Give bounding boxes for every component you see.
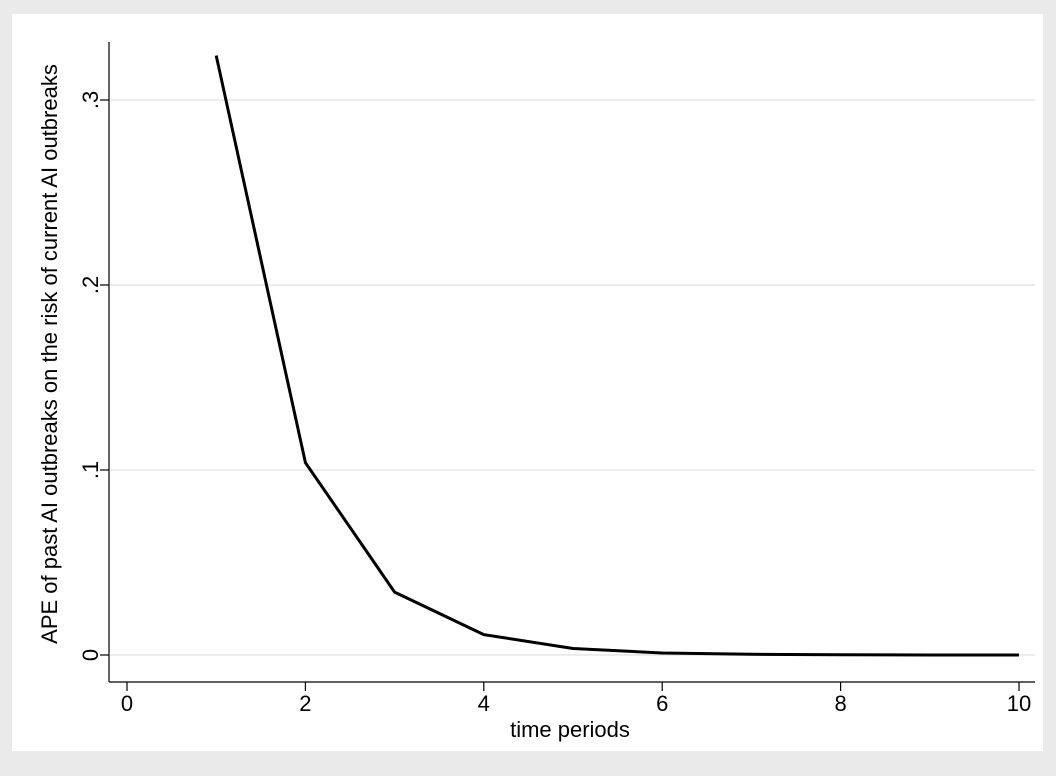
axes (100, 42, 1035, 691)
series-line-0 (214, 55, 1019, 657)
y-axis-label: APE of past AI outbreaks on the risk of … (37, 64, 62, 644)
y-tick-label: .1 (78, 461, 103, 479)
x-tick-label: 6 (656, 691, 668, 716)
x-axis-label: time periods (510, 717, 630, 742)
series-layer (214, 55, 1019, 657)
y-tick-label: .2 (78, 276, 103, 294)
x-tick-label: 0 (121, 691, 133, 716)
x-tick-label: 4 (478, 691, 490, 716)
tick-labels: 0 .1 .2 .3 0 2 4 6 8 10 (78, 91, 1031, 716)
y-tick-label: .3 (78, 91, 103, 109)
x-tick-label: 2 (299, 691, 311, 716)
x-tick-label: 8 (834, 691, 846, 716)
plot-area (12, 14, 1043, 751)
y-tick-label: 0 (78, 649, 103, 661)
x-tick-label: 10 (1007, 691, 1031, 716)
